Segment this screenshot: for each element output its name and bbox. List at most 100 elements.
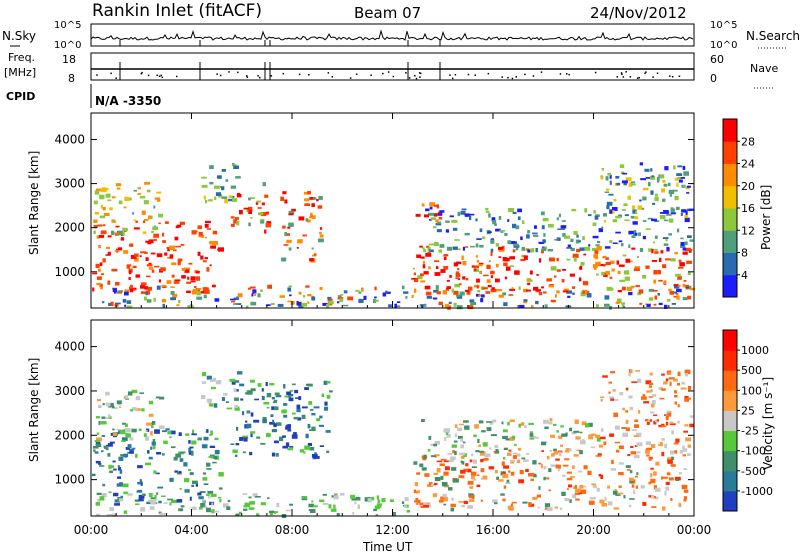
echo-cell bbox=[464, 213, 470, 217]
echo-cell bbox=[146, 189, 151, 193]
echo-cell bbox=[573, 486, 576, 489]
echo-cell bbox=[99, 496, 105, 501]
echo-cell bbox=[237, 293, 243, 298]
echo-cell bbox=[636, 472, 639, 476]
echo-cell bbox=[526, 234, 530, 239]
echo-cell bbox=[316, 418, 321, 422]
echo-cell bbox=[579, 277, 582, 282]
echo-cell bbox=[579, 265, 583, 270]
echo-cell bbox=[435, 266, 439, 269]
echo-cell bbox=[503, 262, 508, 267]
echo-cell bbox=[266, 211, 269, 214]
echo-cell bbox=[428, 266, 431, 270]
echo-cell bbox=[128, 277, 131, 280]
echo-cell bbox=[289, 503, 293, 506]
echo-cell bbox=[436, 229, 442, 233]
echo-cell bbox=[617, 270, 621, 275]
echo-cell bbox=[309, 509, 316, 513]
echo-cell bbox=[688, 208, 694, 211]
echo-cell bbox=[653, 420, 657, 425]
echo-cell bbox=[188, 440, 191, 444]
echo-cell bbox=[479, 244, 484, 248]
echo-cell bbox=[479, 228, 483, 233]
echo-cell bbox=[152, 446, 156, 450]
echo-cell bbox=[490, 251, 493, 256]
echo-cell bbox=[452, 478, 459, 483]
echo-cell bbox=[631, 381, 638, 383]
echo-cell bbox=[92, 473, 96, 477]
echo-cell bbox=[429, 249, 434, 253]
echo-cell bbox=[251, 293, 254, 297]
echo-cell bbox=[622, 432, 628, 438]
echo-cell bbox=[289, 294, 292, 297]
echo-cell bbox=[281, 409, 286, 414]
echo-cell bbox=[644, 168, 650, 172]
echo-cell bbox=[419, 463, 424, 468]
echo-cell bbox=[678, 285, 681, 287]
echo-cell bbox=[569, 427, 573, 432]
echo-cell bbox=[523, 459, 529, 462]
echo-cell bbox=[211, 502, 214, 506]
echo-cell bbox=[319, 286, 323, 291]
echo-cell bbox=[556, 290, 560, 294]
echo-cell bbox=[210, 430, 213, 435]
echo-cell bbox=[101, 301, 105, 304]
echo-cell bbox=[100, 286, 103, 290]
echo-cell bbox=[204, 289, 210, 294]
echo-cell bbox=[394, 303, 397, 308]
echo-cell bbox=[309, 216, 315, 219]
echo-cell bbox=[209, 181, 214, 185]
echo-cell bbox=[304, 445, 311, 450]
echo-cell bbox=[662, 506, 666, 511]
echo-cell bbox=[420, 280, 426, 283]
echo-cell bbox=[520, 258, 526, 262]
echo-cell bbox=[653, 279, 656, 284]
echo-cell bbox=[458, 501, 464, 503]
echo-cell bbox=[175, 245, 181, 248]
echo-cell bbox=[250, 412, 254, 417]
echo-cell bbox=[536, 289, 541, 292]
echo-cell bbox=[282, 445, 289, 449]
echo-cell bbox=[207, 490, 214, 494]
echo-cell bbox=[255, 202, 259, 205]
echo-cell bbox=[619, 445, 624, 449]
echo-cell bbox=[134, 499, 141, 502]
echo-cell bbox=[649, 411, 655, 414]
echo-cell bbox=[602, 263, 606, 267]
echo-cell bbox=[472, 479, 477, 481]
echo-cell bbox=[650, 473, 653, 478]
echo-cell bbox=[629, 498, 635, 500]
nave-dot bbox=[638, 76, 640, 79]
echo-cell bbox=[405, 296, 408, 299]
echo-cell bbox=[102, 483, 106, 487]
echo-cell bbox=[209, 165, 214, 169]
x-tick-label: 00:00 bbox=[74, 523, 109, 537]
echo-cell bbox=[685, 373, 688, 377]
echo-cell bbox=[531, 248, 535, 253]
echo-cell bbox=[615, 231, 621, 234]
echo-cell bbox=[206, 493, 210, 496]
echo-cell bbox=[439, 244, 445, 248]
echo-cell bbox=[630, 445, 634, 448]
echo-cell bbox=[440, 458, 447, 461]
echo-cell bbox=[639, 247, 644, 252]
echo-cell bbox=[439, 210, 445, 213]
echo-cell bbox=[432, 226, 437, 229]
echo-cell bbox=[435, 285, 439, 290]
echo-cell bbox=[394, 305, 401, 308]
echo-cell bbox=[575, 488, 581, 493]
echo-cell bbox=[171, 274, 175, 278]
echo-cell bbox=[146, 501, 152, 505]
echo-cell bbox=[266, 433, 271, 438]
echo-cell bbox=[669, 291, 674, 295]
echo-cell bbox=[186, 281, 191, 284]
echo-cell bbox=[536, 494, 541, 498]
echo-cell bbox=[631, 285, 635, 288]
echo-cell bbox=[485, 291, 491, 294]
echo-cell bbox=[114, 233, 119, 236]
echo-cell bbox=[94, 440, 101, 443]
echo-cell bbox=[640, 485, 645, 489]
echo-cell bbox=[510, 503, 513, 507]
echo-cell bbox=[95, 263, 100, 268]
echo-cell bbox=[109, 441, 115, 444]
